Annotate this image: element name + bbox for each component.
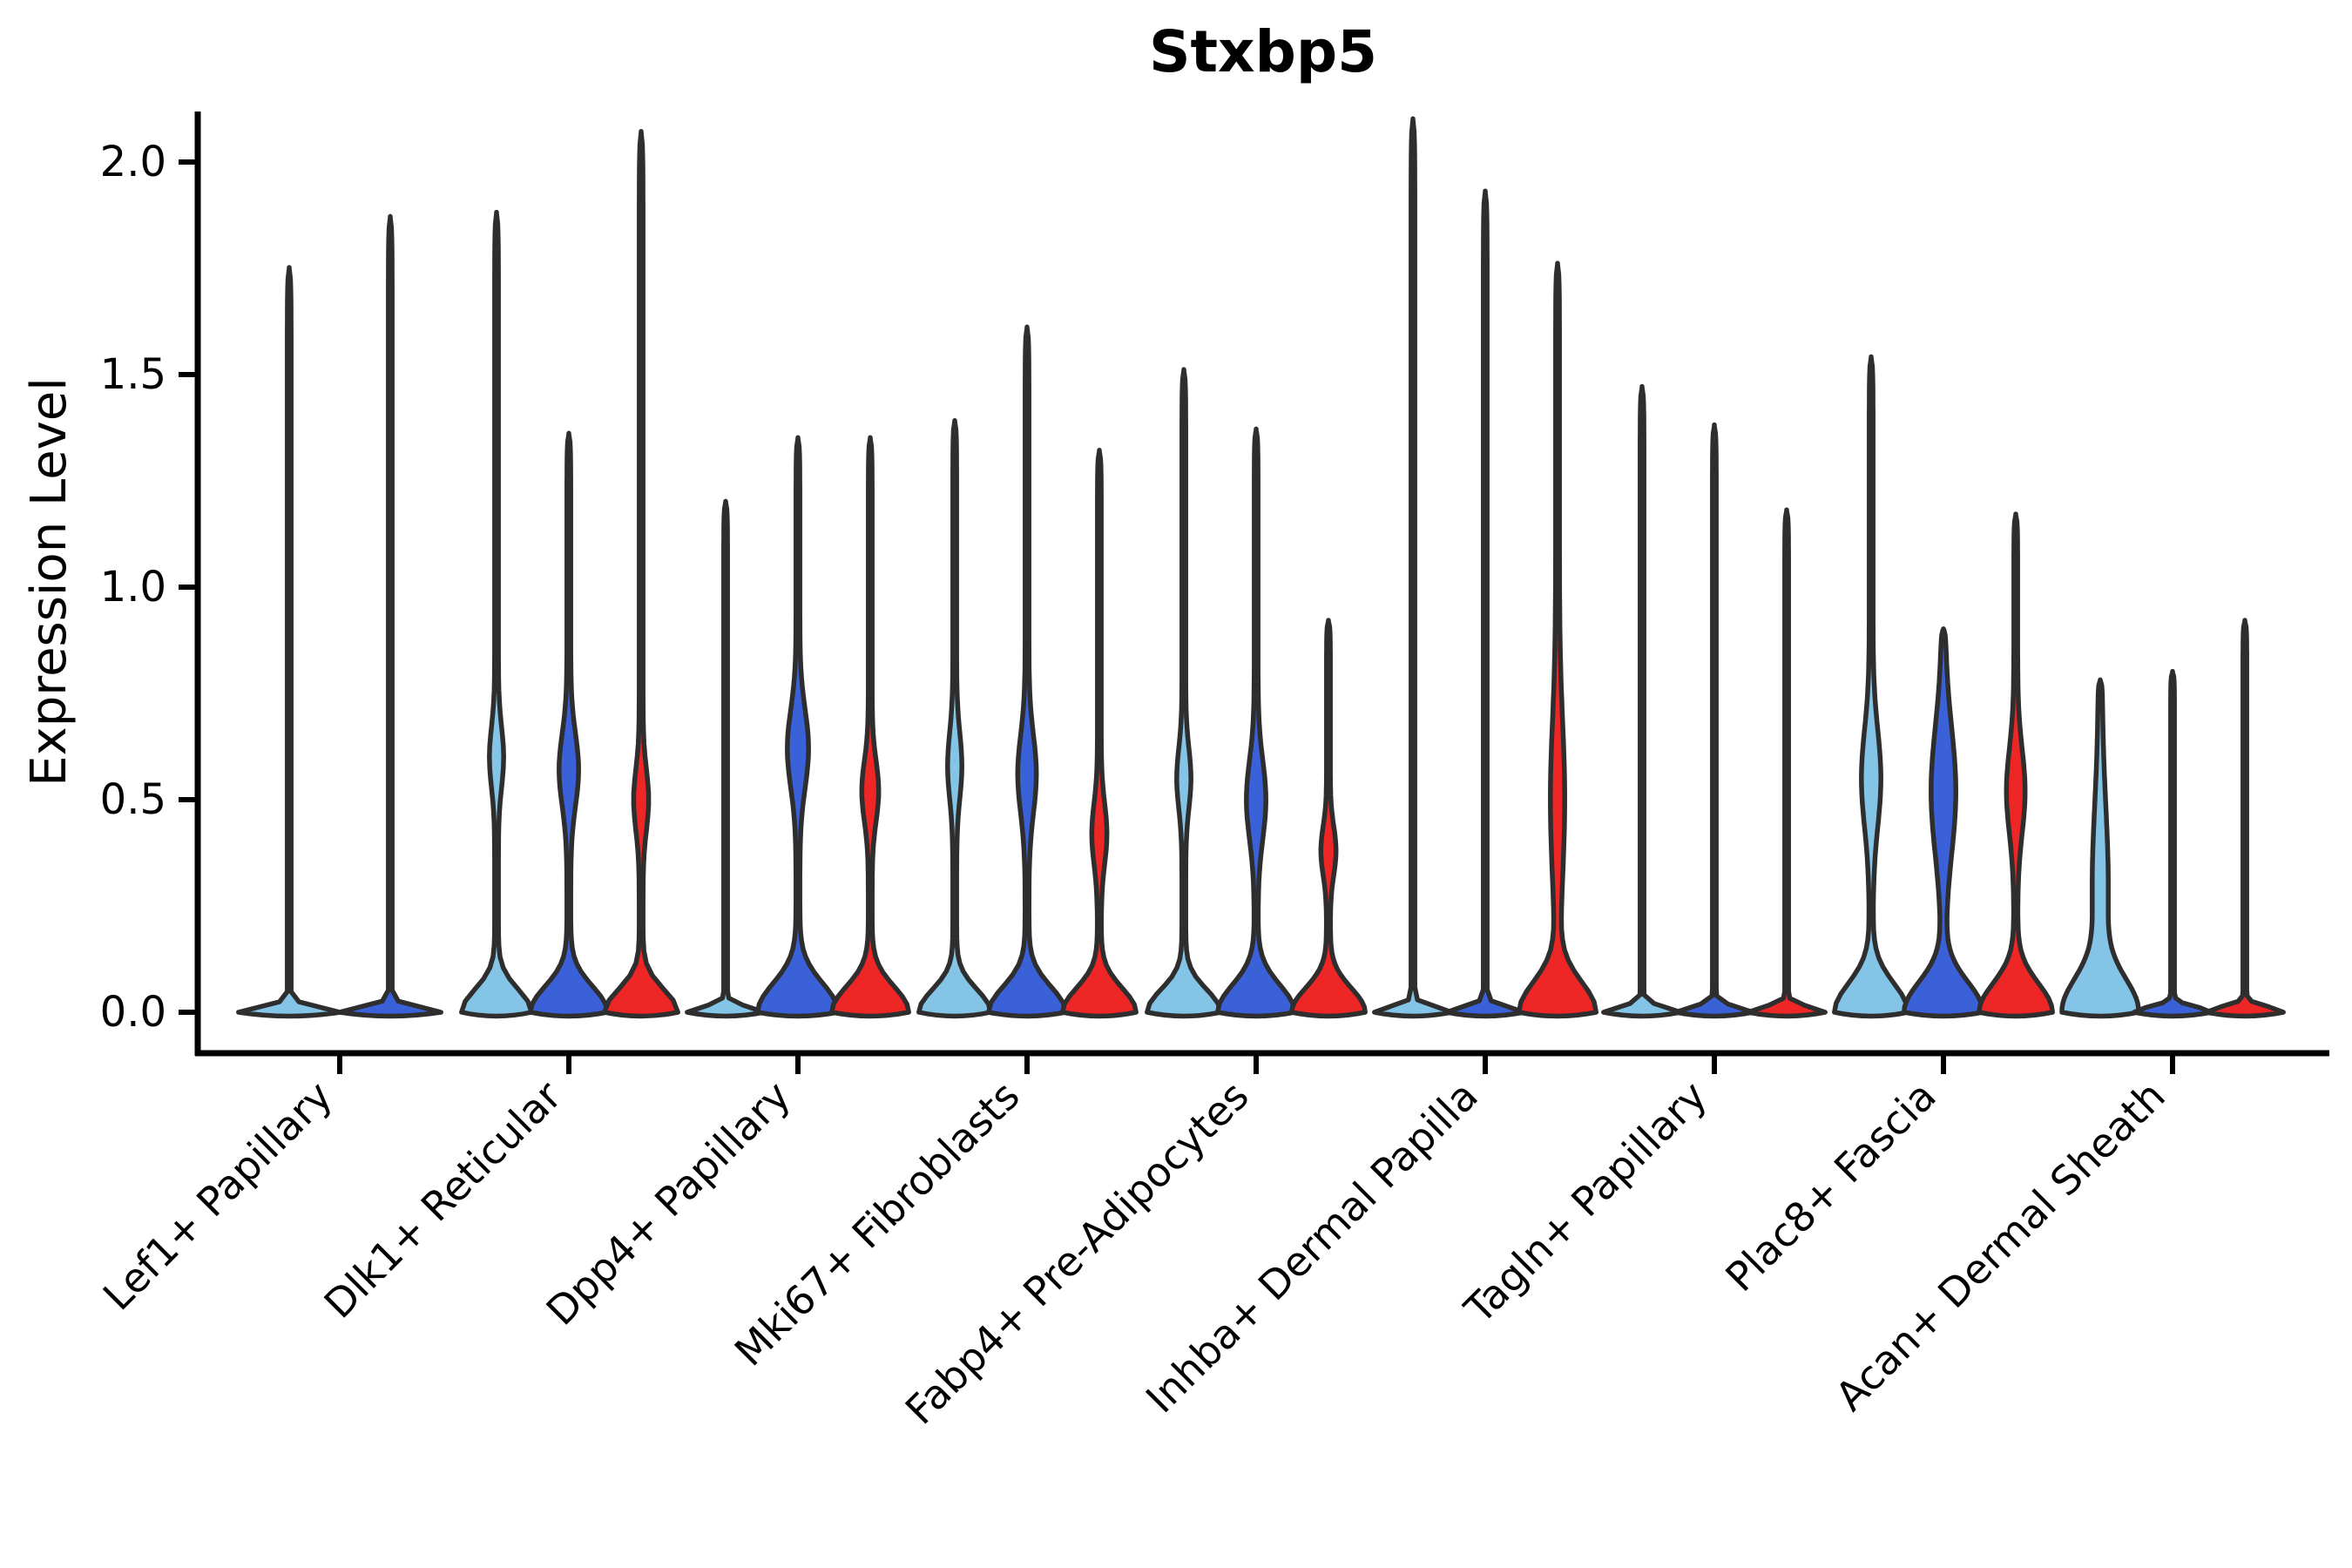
x-tick-label: Dpp4+ Papillary — [537, 1072, 800, 1335]
violin-shape-blue — [528, 430, 610, 1019]
x-tick-label: Lef1+ Papillary — [94, 1072, 341, 1320]
violin-shape-red — [1977, 511, 2055, 1019]
violin-shape-light-blue — [1145, 367, 1223, 1019]
violin-shape-light-blue — [1601, 383, 1683, 1019]
x-tick-label: Dlk1+ Reticular — [315, 1072, 571, 1328]
violin-shape-blue — [986, 324, 1068, 1019]
violin-shape-blue — [337, 213, 443, 1019]
violin-shape-blue — [1902, 626, 1985, 1019]
y-tick-label: 1.5 — [100, 350, 166, 399]
x-tick-label: Tagln+ Papillary — [1455, 1072, 1716, 1334]
violin-shape-light-blue — [685, 498, 767, 1019]
violin-shape-blue — [1444, 188, 1526, 1019]
y-tick-label: 1.0 — [100, 563, 166, 612]
y-tick-label: 2.0 — [100, 138, 166, 186]
axes-layer — [179, 112, 2329, 1074]
violin-shape-light-blue — [459, 209, 534, 1019]
violin-shape-light-blue — [1832, 354, 1910, 1019]
violin-shape-light-blue — [236, 265, 342, 1019]
violin-shape-light-blue — [916, 417, 993, 1019]
violin-shape-blue — [755, 435, 841, 1019]
violins-layer — [236, 116, 2286, 1019]
violin-shape-blue — [1215, 426, 1297, 1019]
violin-shape-light-blue — [1372, 116, 1454, 1019]
violin-shape-red — [1516, 260, 1599, 1019]
violin-shape-red — [1289, 618, 1368, 1019]
violin-shape-blue — [2132, 668, 2213, 1019]
violin-shape-blue — [1673, 422, 1755, 1019]
violin-shape-red — [1060, 448, 1139, 1019]
x-tick-label: Plac8+ Fascia — [1716, 1072, 1944, 1301]
violin-shape-red — [2204, 618, 2286, 1019]
y-tick-label: 0.0 — [100, 988, 166, 1037]
violin-shape-light-blue — [2059, 677, 2141, 1019]
violin-shape-red — [1746, 507, 1828, 1019]
violin-shape-red — [829, 435, 911, 1019]
chart-title: Stxbp5 — [1149, 18, 1377, 85]
violin-shape-red — [602, 129, 680, 1019]
y-tick-label: 0.5 — [100, 775, 166, 824]
y-axis-label: Expression Level — [21, 377, 78, 787]
